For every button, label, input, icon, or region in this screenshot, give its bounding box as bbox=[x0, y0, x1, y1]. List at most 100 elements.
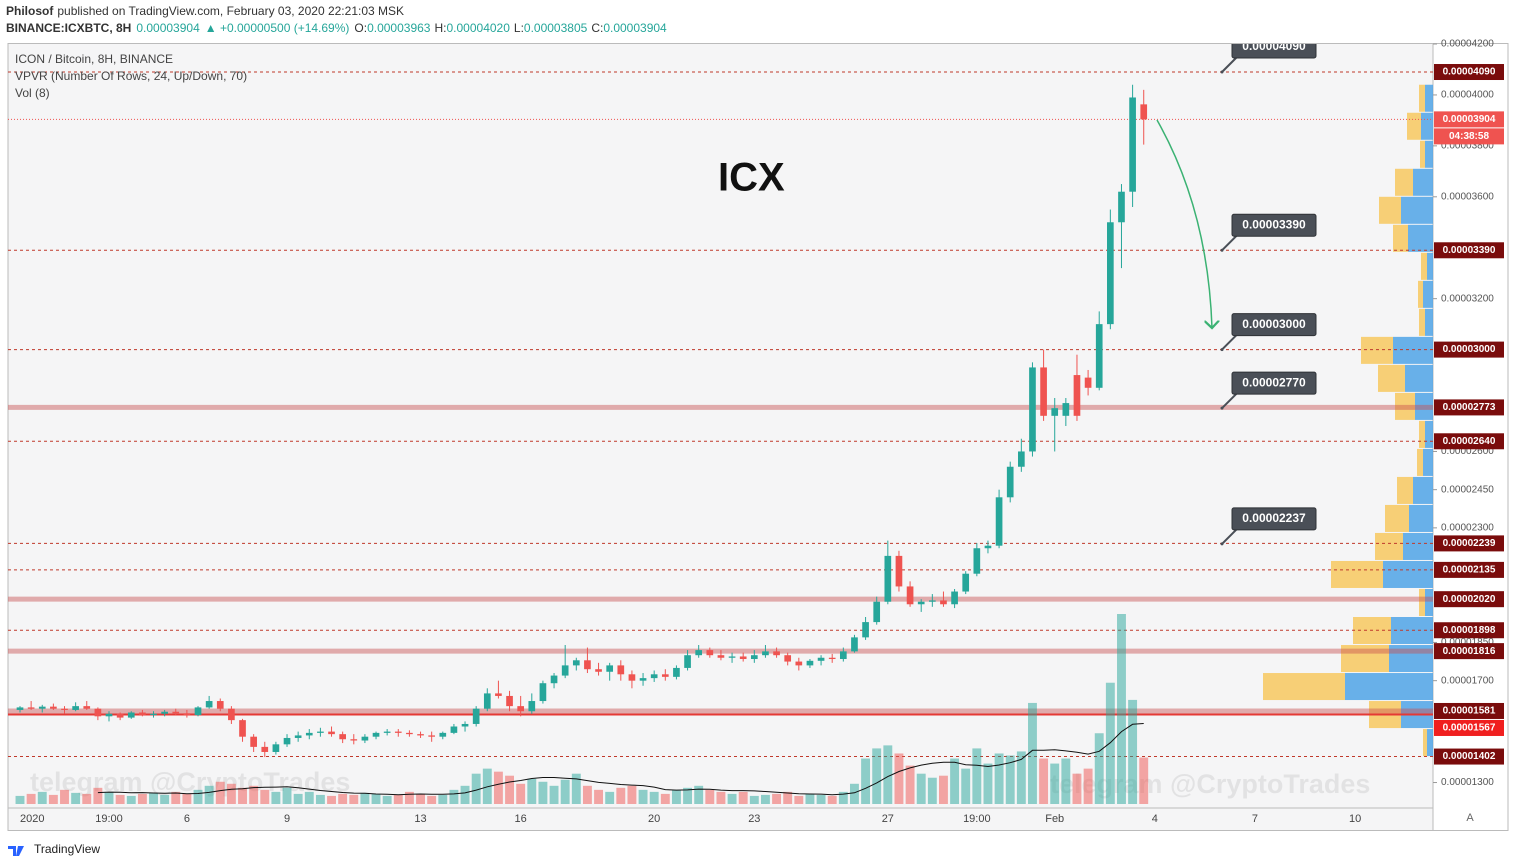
vpvr-down bbox=[1379, 196, 1401, 224]
volume-bar bbox=[1050, 763, 1060, 804]
volume-bar bbox=[849, 783, 859, 804]
volume-bar bbox=[894, 753, 904, 804]
volume-bar bbox=[182, 793, 192, 804]
vpvr-down bbox=[1393, 224, 1408, 252]
candle-body bbox=[572, 660, 580, 666]
volume-bar bbox=[1117, 614, 1126, 804]
level-label: 0.00001581 bbox=[1443, 706, 1496, 717]
callout-anchor bbox=[1220, 542, 1224, 546]
volume-bar bbox=[238, 787, 247, 804]
level-label-bg bbox=[1434, 561, 1504, 578]
y-tick-label: 0.00003600 bbox=[1441, 191, 1494, 202]
countdown-bg bbox=[1434, 128, 1504, 145]
volume-bar bbox=[816, 794, 826, 804]
volume-bar bbox=[1061, 758, 1071, 804]
candle-body bbox=[750, 655, 758, 660]
volume-bar bbox=[961, 768, 971, 804]
vpvr-down bbox=[1419, 308, 1425, 336]
volume-bar bbox=[916, 773, 926, 804]
volume-bar bbox=[1072, 773, 1082, 804]
y-tick-label: 0.00001850 bbox=[1441, 637, 1494, 648]
candle-body bbox=[1118, 191, 1125, 223]
vpvr-up bbox=[1413, 168, 1433, 196]
volume-bar bbox=[649, 791, 659, 804]
level-label-bg bbox=[1434, 591, 1504, 608]
level-label-bg bbox=[1434, 341, 1504, 358]
vpvr-up bbox=[1427, 729, 1433, 757]
candle-body bbox=[250, 736, 257, 747]
vpvr-up bbox=[1423, 448, 1433, 476]
candle-body bbox=[83, 706, 91, 709]
vpvr-up bbox=[1401, 196, 1433, 224]
callout-anchor bbox=[1220, 406, 1224, 410]
vpvr-up bbox=[1421, 112, 1433, 140]
vpvr-down bbox=[1397, 476, 1413, 504]
level-label-bg bbox=[1434, 433, 1504, 450]
level-label-bg bbox=[1434, 399, 1504, 416]
vpvr-down bbox=[1361, 336, 1393, 364]
volume-bar bbox=[93, 787, 103, 804]
volume-bar bbox=[805, 793, 815, 804]
volume-bar bbox=[972, 748, 982, 804]
volume-bar bbox=[460, 785, 470, 804]
last-price-label: 0.00003904 bbox=[1443, 114, 1496, 125]
candle-body bbox=[951, 591, 958, 605]
legend-volume: Vol (8) bbox=[15, 86, 50, 100]
y-tick-label: 0.00003800 bbox=[1441, 141, 1494, 152]
volume-bar bbox=[360, 792, 370, 804]
callout-pointer bbox=[1221, 55, 1239, 73]
volume-bar bbox=[705, 789, 715, 804]
level-label-bg bbox=[1434, 535, 1504, 552]
candle-body bbox=[584, 660, 591, 670]
header-line-1: Philosof published on TradingView.com, Fe… bbox=[6, 4, 404, 18]
candle-body bbox=[27, 707, 35, 709]
vpvr-up bbox=[1383, 560, 1433, 588]
candle-body bbox=[16, 707, 24, 710]
candle-body bbox=[506, 695, 513, 707]
vpvr-down bbox=[1417, 448, 1423, 476]
y-tick-label: 0.00004200 bbox=[1441, 39, 1494, 50]
volume-bar bbox=[616, 787, 626, 804]
volume-bar bbox=[560, 779, 570, 804]
y-tick-label: 0.00003200 bbox=[1441, 293, 1494, 304]
candle-body bbox=[728, 656, 736, 658]
volume-bar bbox=[983, 763, 993, 804]
candle-body bbox=[917, 601, 925, 605]
volume-bar bbox=[137, 793, 147, 804]
candle-body bbox=[550, 675, 558, 684]
level-label-bg bbox=[1434, 242, 1504, 259]
candle-body bbox=[372, 732, 380, 737]
candle-body bbox=[650, 674, 658, 679]
volume-bar bbox=[293, 793, 303, 804]
level-label: 0.00002020 bbox=[1443, 594, 1496, 605]
callout-pointer bbox=[1221, 527, 1239, 545]
volume-bar bbox=[1005, 755, 1015, 804]
volume-bar bbox=[905, 765, 915, 804]
ohlc-key: H: bbox=[434, 21, 446, 35]
header-line-2: BINANCE:ICXBTC, 8H 0.00003904 ▲ +0.0000050… bbox=[6, 21, 667, 35]
x-tick-label: 6 bbox=[184, 813, 190, 825]
candle-body bbox=[784, 655, 792, 662]
vpvr-up bbox=[1408, 224, 1433, 252]
callout-box bbox=[1231, 507, 1317, 531]
candle-body bbox=[150, 713, 157, 716]
volume-bar bbox=[1083, 768, 1093, 804]
footer-logo bbox=[8, 846, 24, 856]
scale-button[interactable]: A bbox=[1466, 812, 1474, 824]
candle-body bbox=[695, 650, 703, 656]
volume-bar bbox=[37, 791, 47, 804]
volume-bar bbox=[694, 785, 704, 804]
volume-bar bbox=[371, 793, 381, 804]
candle-body bbox=[483, 693, 491, 709]
candle-body bbox=[839, 651, 847, 660]
volume-bar bbox=[794, 795, 804, 804]
candle-body bbox=[762, 651, 769, 656]
candle-body bbox=[261, 746, 269, 752]
volume-bar bbox=[349, 794, 359, 804]
vpvr-up bbox=[1413, 476, 1433, 504]
candle-body bbox=[1029, 367, 1036, 452]
level-label: 0.00002773 bbox=[1443, 402, 1496, 413]
volume-bar bbox=[260, 789, 270, 804]
volume-bar bbox=[927, 777, 937, 804]
